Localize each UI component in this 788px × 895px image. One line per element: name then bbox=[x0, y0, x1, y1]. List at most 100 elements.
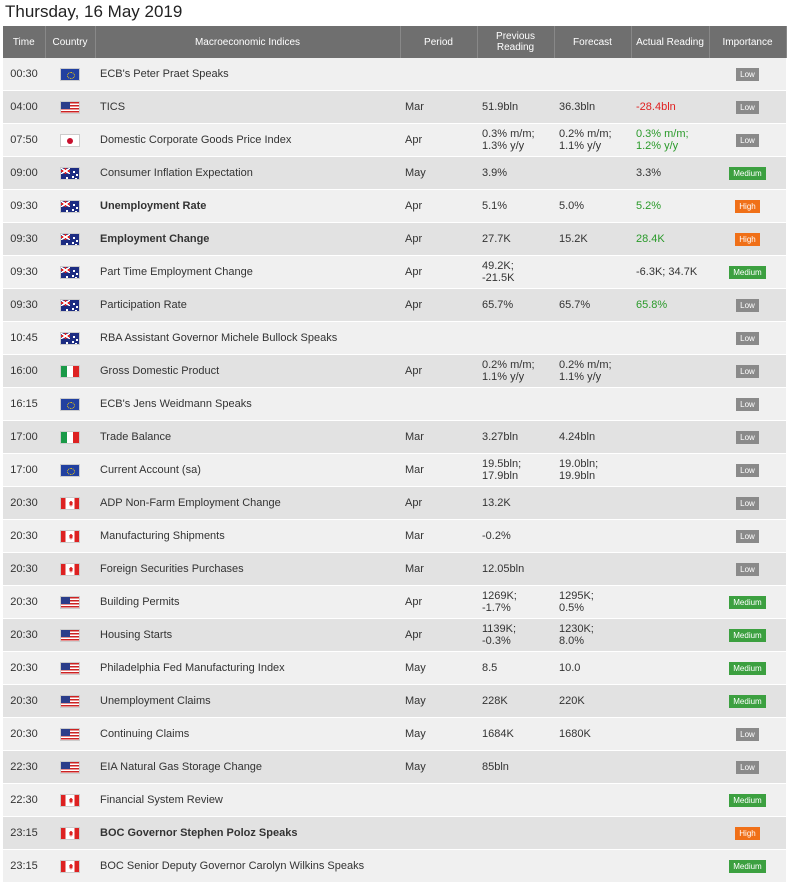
event-period: Apr bbox=[400, 255, 477, 289]
event-country bbox=[45, 453, 95, 487]
event-time: 20:30 bbox=[3, 717, 45, 751]
header-previous: Previous Reading bbox=[477, 26, 555, 58]
importance-badge: High bbox=[735, 199, 760, 213]
event-name: BOC Governor Stephen Poloz Speaks bbox=[95, 816, 400, 850]
ca-flag-icon bbox=[60, 859, 80, 873]
header-forecast: Forecast bbox=[554, 26, 632, 58]
event-forecast: 4.24bln bbox=[554, 420, 631, 454]
event-country bbox=[45, 189, 95, 223]
importance-badge: Medium bbox=[729, 859, 766, 873]
event-previous: 27.7K bbox=[477, 222, 554, 256]
event-previous: 1684K bbox=[477, 717, 554, 751]
importance-badge: Low bbox=[736, 463, 759, 477]
us-flag-icon bbox=[60, 100, 80, 114]
event-importance: Medium bbox=[709, 783, 786, 817]
event-period bbox=[400, 816, 477, 850]
event-period bbox=[400, 58, 477, 91]
table-row: 22:30 Financial System Review Medium bbox=[3, 783, 786, 817]
event-name: Domestic Corporate Goods Price Index bbox=[95, 123, 400, 157]
table-row: 09:30 Unemployment Rate Apr 5.1% 5.0% 5.2% Hig… bbox=[3, 189, 786, 223]
importance-badge: Medium bbox=[729, 265, 766, 279]
event-importance: Medium bbox=[709, 684, 786, 718]
event-name: Gross Domestic Product bbox=[95, 354, 400, 388]
event-importance: Low bbox=[709, 90, 786, 124]
event-country bbox=[45, 585, 95, 619]
event-time: 00:30 bbox=[3, 58, 45, 91]
table-row: 09:30 Participation Rate Apr 65.7% 65.7% 65.8… bbox=[3, 288, 786, 322]
event-country bbox=[45, 486, 95, 520]
event-name: TICS bbox=[95, 90, 400, 124]
header-actual: Actual Reading bbox=[631, 26, 710, 58]
event-name: EIA Natural Gas Storage Change bbox=[95, 750, 400, 784]
event-country bbox=[45, 321, 95, 355]
table-row: 20:30 Housing Starts Apr 1139K; -0.3% 1230K; 8… bbox=[3, 618, 786, 652]
event-forecast bbox=[554, 849, 631, 883]
event-country bbox=[45, 58, 95, 91]
event-actual bbox=[631, 354, 709, 388]
importance-badge: Medium bbox=[729, 694, 766, 708]
event-country bbox=[45, 849, 95, 883]
header-indices: Macroeconomic Indices bbox=[95, 26, 401, 58]
event-country bbox=[45, 552, 95, 586]
event-previous: -0.2% bbox=[477, 519, 554, 553]
table-row: 17:00 Trade Balance Mar 3.27bln 4.24bln Low bbox=[3, 420, 786, 454]
event-actual bbox=[631, 684, 709, 718]
event-actual bbox=[631, 618, 709, 652]
table-row: 22:30 EIA Natural Gas Storage Change May 85… bbox=[3, 750, 786, 784]
event-time: 09:30 bbox=[3, 189, 45, 223]
event-actual: 3.3% bbox=[631, 156, 709, 190]
event-period: Mar bbox=[400, 519, 477, 553]
importance-badge: Medium bbox=[729, 793, 766, 807]
event-importance: Medium bbox=[709, 585, 786, 619]
au-flag-icon bbox=[60, 298, 80, 312]
event-forecast: 19.0bln; 19.9bln bbox=[554, 453, 631, 487]
event-period: May bbox=[400, 684, 477, 718]
jp-flag-icon bbox=[60, 133, 80, 147]
event-period bbox=[400, 387, 477, 421]
header-importance: Importance bbox=[709, 26, 787, 58]
event-country bbox=[45, 519, 95, 553]
event-previous: 0.2% m/m; 1.1% y/y bbox=[477, 354, 554, 388]
ca-flag-icon bbox=[60, 562, 80, 576]
event-importance: High bbox=[709, 816, 786, 850]
event-time: 16:00 bbox=[3, 354, 45, 388]
event-actual bbox=[631, 585, 709, 619]
event-name: ECB's Peter Praet Speaks bbox=[95, 58, 400, 91]
importance-badge: Medium bbox=[729, 166, 766, 180]
event-importance: Low bbox=[709, 420, 786, 454]
event-name: Unemployment Claims bbox=[95, 684, 400, 718]
event-actual: 5.2% bbox=[631, 189, 709, 223]
table-row: 23:15 BOC Senior Deputy Governor Carolyn … bbox=[3, 849, 786, 883]
importance-badge: High bbox=[735, 826, 760, 840]
event-time: 04:00 bbox=[3, 90, 45, 124]
event-country bbox=[45, 222, 95, 256]
event-importance: Medium bbox=[709, 156, 786, 190]
table-row: 20:30 Continuing Claims May 1684K 1680K Low bbox=[3, 717, 786, 751]
event-importance: Medium bbox=[709, 255, 786, 289]
table-row: 09:30 Employment Change Apr 27.7K 15.2K 28.4K… bbox=[3, 222, 786, 256]
event-country bbox=[45, 420, 95, 454]
ca-flag-icon bbox=[60, 793, 80, 807]
importance-badge: Low bbox=[736, 727, 759, 741]
event-previous: 19.5bln; 17.9bln bbox=[477, 453, 554, 487]
event-actual: -6.3K; 34.7K bbox=[631, 255, 709, 289]
table-row: 17:00 Current Account (sa) Mar 19.5bln; 17.9… bbox=[3, 453, 786, 487]
us-flag-icon bbox=[60, 595, 80, 609]
event-name: Consumer Inflation Expectation bbox=[95, 156, 400, 190]
event-actual bbox=[631, 651, 709, 685]
page-title: Thursday, 16 May 2019 bbox=[5, 2, 183, 21]
event-forecast: 1230K; 8.0% bbox=[554, 618, 631, 652]
event-importance: Low bbox=[709, 486, 786, 520]
event-importance: Low bbox=[709, 123, 786, 157]
us-flag-icon bbox=[60, 760, 80, 774]
table-row: 04:00 TICS Mar 51.9bln 36.3bln -28.4bln Low bbox=[3, 90, 786, 124]
table-row: 07:50 Domestic Corporate Goods Price Inde… bbox=[3, 123, 786, 157]
importance-badge: Low bbox=[736, 562, 759, 576]
event-actual bbox=[631, 717, 709, 751]
us-flag-icon bbox=[60, 628, 80, 642]
importance-badge: Low bbox=[736, 67, 759, 81]
event-actual bbox=[631, 420, 709, 454]
event-previous: 3.9% bbox=[477, 156, 554, 190]
event-name: Foreign Securities Purchases bbox=[95, 552, 400, 586]
event-forecast: 10.0 bbox=[554, 651, 631, 685]
